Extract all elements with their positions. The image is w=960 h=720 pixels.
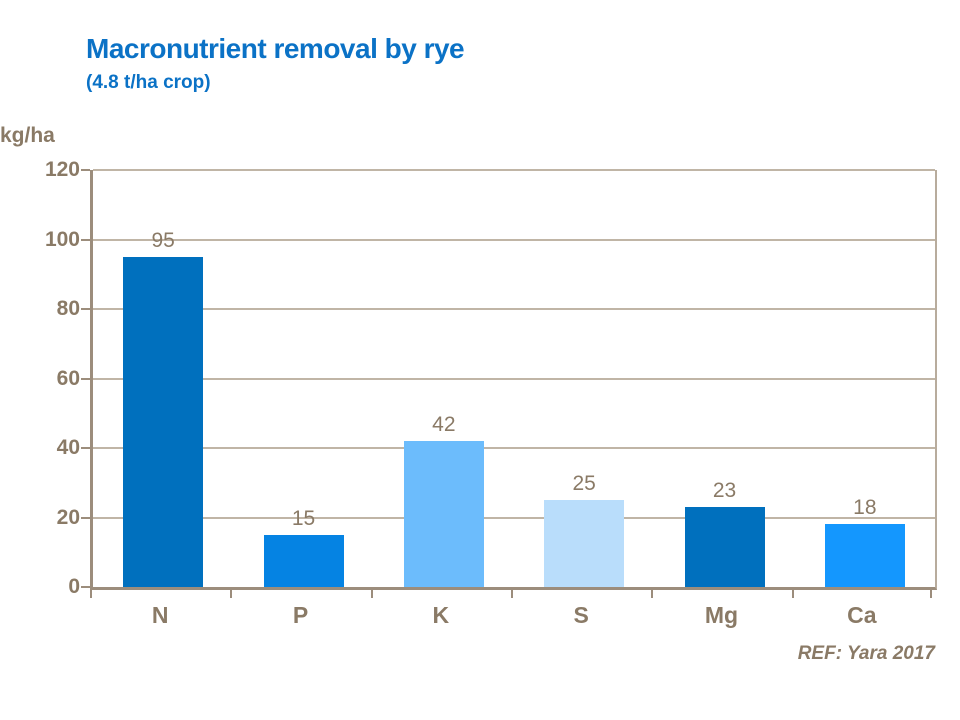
x-axis-tick-4	[651, 590, 654, 598]
bar-N	[123, 256, 204, 587]
x-axis-label-S: S	[573, 602, 589, 628]
gridline-60	[93, 377, 935, 380]
bar-value-label-N: 95	[151, 228, 175, 252]
x-axis-tick-1	[230, 590, 233, 598]
y-axis-tick-100	[81, 238, 90, 241]
y-axis-tick-120	[81, 169, 90, 171]
bar-value-label-K: 42	[432, 413, 456, 437]
bar-K	[403, 441, 484, 587]
bar-value-label-S: 25	[572, 472, 596, 496]
gridline-40	[93, 447, 935, 449]
x-axis-label-N: N	[151, 602, 169, 628]
plot-area: 95 15 42 25 23 18	[90, 169, 937, 590]
bar-Mg	[684, 507, 765, 587]
x-axis-tick-3	[511, 590, 513, 598]
chart-subtitle: (4.8 t/ha crop)	[86, 72, 211, 93]
y-tick-label-100: 100	[44, 227, 80, 251]
y-tick-label-120: 120	[44, 158, 80, 181]
chart-title: Macronutrient removal by rye	[86, 33, 465, 64]
x-axis-label-K: K	[432, 602, 450, 628]
y-tick-label-60: 60	[56, 366, 80, 390]
y-axis-tick-60	[81, 377, 90, 380]
y-axis-tick-0	[81, 586, 90, 588]
x-axis-tick-0	[90, 590, 92, 598]
bar-S	[544, 500, 625, 587]
x-axis-label-Ca: Ca	[847, 602, 877, 628]
reference-text: REF: Yara 2017	[797, 643, 935, 664]
bar-value-label-Ca: 18	[853, 496, 877, 520]
y-axis-tick-20	[81, 516, 90, 519]
y-tick-label-80: 80	[56, 297, 80, 320]
x-axis-tick-2	[370, 590, 373, 598]
x-axis-label-Mg: Mg	[704, 602, 739, 628]
y-axis-tick-80	[81, 308, 90, 310]
y-tick-label-20: 20	[56, 505, 80, 529]
gridline-20	[93, 516, 935, 519]
gridline-120	[93, 169, 935, 171]
y-tick-label-0: 0	[68, 575, 80, 598]
gridline-100	[93, 238, 935, 241]
x-axis-label-P: P	[292, 602, 309, 628]
x-axis-tick-6	[930, 590, 932, 598]
y-axis-unit-label: kg/ha	[0, 124, 55, 147]
gridline-80	[93, 308, 935, 310]
bar-P	[263, 534, 344, 587]
y-axis-tick-40	[81, 447, 90, 449]
y-tick-label-40: 40	[56, 436, 80, 459]
bar-value-label-P: 15	[291, 506, 316, 530]
bar-value-label-Mg: 23	[712, 479, 737, 503]
x-axis-tick-5	[791, 590, 794, 598]
bar-Ca	[824, 524, 905, 587]
